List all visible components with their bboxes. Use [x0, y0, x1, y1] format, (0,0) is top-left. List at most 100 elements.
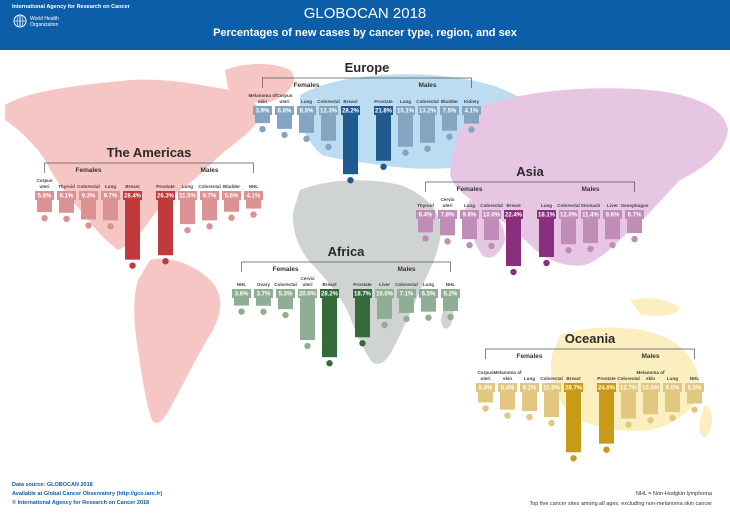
value-box [320, 289, 339, 298]
site-label: Lung [400, 99, 411, 104]
organ-icon [325, 143, 332, 151]
value-box [244, 191, 263, 200]
value-label: 9.5% [666, 386, 680, 392]
value-label: 28.4% [124, 194, 142, 200]
header-banner: International Agency for Research on Can… [0, 0, 730, 50]
map-greenland [225, 64, 294, 103]
value-box [441, 289, 460, 298]
bar-males-bladder [442, 115, 457, 131]
bar-males-colorectal [399, 298, 414, 313]
site-label: NHL [446, 282, 456, 287]
region-title-asia: Asia [516, 164, 544, 179]
site-label: Breast [322, 282, 337, 287]
site-label: Corpus [276, 93, 293, 98]
who-name-line1: World Health [30, 16, 59, 22]
organ-icon [570, 455, 577, 462]
value-label: 3.6% [235, 292, 249, 298]
who-name-line2: Organization [30, 22, 59, 28]
value-box [35, 191, 54, 200]
site-label: Colorectal [416, 99, 438, 104]
site-label: Breast [125, 184, 140, 189]
site-label: NHL [237, 282, 247, 287]
females-label-asia: Females [456, 186, 482, 193]
value-label: 6.4% [419, 213, 433, 219]
bar-females-corpus-uteri [37, 200, 52, 213]
site-label: Corpus [477, 370, 494, 375]
organ-icon [63, 215, 70, 223]
value-label: 12.7% [620, 386, 638, 392]
site-label: Colorectal [198, 184, 220, 189]
organ-icon [282, 311, 289, 319]
site-label: Thyroid [58, 184, 75, 189]
value-box [597, 383, 616, 392]
organ-icon [359, 340, 366, 347]
organ-icon [303, 135, 310, 143]
organ-icon [41, 214, 48, 222]
bracket-oceania [485, 348, 695, 359]
bar-males-lung [180, 200, 195, 225]
site-label: Prostate [353, 282, 372, 287]
value-box [663, 383, 682, 392]
bar-females-ovary [256, 298, 271, 306]
site-label: uteri [40, 184, 50, 189]
organ-icon [526, 413, 533, 421]
site-label: Breast [343, 99, 358, 104]
organ-icon [260, 308, 267, 315]
value-label: 6.5% [422, 292, 436, 298]
site-label: Corpus [36, 178, 53, 183]
value-label: 24.6% [598, 386, 616, 392]
males-label-the-americas: Males [200, 167, 218, 174]
bar-males-oesophagus [627, 219, 642, 234]
value-box [520, 383, 539, 392]
site-label: NHL [249, 184, 259, 189]
value-label: 10.0% [483, 213, 501, 219]
value-label: 28.2% [321, 292, 339, 298]
footer-nhl-note: NHL = Non-Hodgkin lymphoma [635, 491, 712, 497]
value-box [275, 106, 294, 115]
females-label-the-americas: Females [75, 167, 101, 174]
organ-icon [609, 241, 616, 249]
value-box [603, 210, 622, 219]
value-label: 10.6% [642, 386, 660, 392]
bar-males-prostate [158, 200, 173, 256]
site-label: uteri [303, 282, 313, 287]
organ-icon [380, 163, 387, 170]
value-label: 28.2% [342, 109, 360, 115]
site-label: Lung [423, 282, 434, 287]
site-label: uteri [280, 99, 290, 104]
footer-copyright: © International Agency for Research on C… [12, 500, 150, 506]
value-box [498, 383, 517, 392]
value-label: 13.2% [419, 109, 437, 115]
bar-males-lung [665, 392, 680, 412]
value-label: 3.7% [257, 292, 271, 298]
value-box [79, 191, 98, 200]
map-new-guinea [630, 298, 680, 316]
site-label: skin [258, 99, 267, 104]
organ-icon [162, 258, 169, 265]
value-box [222, 191, 241, 200]
value-label: 8.4% [501, 386, 515, 392]
value-box [440, 106, 459, 115]
organ-icon [250, 211, 257, 218]
site-label: Liver [607, 203, 618, 208]
bar-males-colorectal [420, 115, 435, 143]
site-label: Lung [105, 184, 116, 189]
value-box [123, 191, 142, 200]
value-label: 18.7% [354, 292, 372, 298]
footer-available[interactable]: Available at Global Cancer Observatory (… [12, 491, 163, 497]
males-label-europe: Males [418, 82, 436, 89]
bar-females-nhl [234, 298, 249, 306]
site-label: Prostate [156, 184, 175, 189]
bracket-europe [262, 77, 472, 88]
bar-females-breast [506, 219, 521, 267]
value-label: 4.1% [465, 109, 479, 115]
value-label: 11.9% [543, 386, 560, 392]
site-label: Bladder [223, 184, 240, 189]
value-label: 9.6% [463, 213, 477, 219]
region-title-oceania: Oceania [565, 331, 616, 346]
organ-icon [347, 177, 354, 184]
organ-icon [647, 417, 654, 424]
value-label: 20.0% [299, 292, 317, 298]
bar-females-breast [343, 115, 358, 175]
